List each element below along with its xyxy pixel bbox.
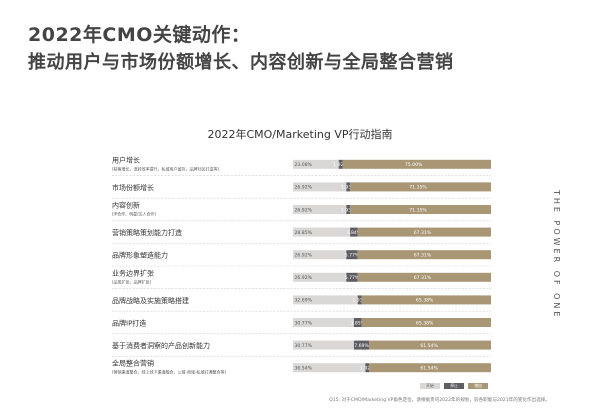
category-label: 品牌形象塑造能力 xyxy=(112,251,168,260)
bar-segment xyxy=(293,227,351,237)
bar-segment xyxy=(357,227,491,237)
category-sublabel: (获客增长，流转效率提升，私域用户留存，品牌社区打造等) xyxy=(112,165,220,171)
data-label: 71.15% xyxy=(409,185,427,191)
data-label: 67.31% xyxy=(414,230,432,236)
category-label: 市场份额增长 xyxy=(112,183,154,192)
data-label: 5.77% xyxy=(345,275,360,281)
bar-segment xyxy=(369,340,491,350)
data-label: 61.54% xyxy=(420,343,438,349)
data-label: 23.08% xyxy=(295,162,313,168)
category-label: 基于消费者洞察的产品创新能力 xyxy=(112,341,210,350)
data-label: 7.69% xyxy=(354,343,369,349)
footnote: Q15: 对于CMO/Marketing VP角色定位，请根据贵司2022年的规… xyxy=(329,398,550,403)
bar-segment xyxy=(338,159,343,169)
data-label: 1.92% xyxy=(333,162,348,168)
bar-segment xyxy=(346,272,358,282)
data-label: 65.38% xyxy=(416,298,434,304)
category-sublabel: (营销渠道整合，线上线下渠道融合，公域-商域-私域打通整合等) xyxy=(112,369,226,375)
side-brand-text: THE POWER OF ONE xyxy=(552,190,561,320)
chart-title: 2022年CMO/Marketing VP行动指南 xyxy=(207,128,393,141)
data-label: 71.15% xyxy=(409,207,427,213)
bar-segment xyxy=(365,363,370,373)
bar-segment xyxy=(353,340,370,350)
data-label: 26.92% xyxy=(295,275,313,281)
bar-segment xyxy=(293,250,347,260)
data-label: 30.77% xyxy=(295,320,313,326)
data-label: 36.54% xyxy=(295,366,313,372)
bar-segment xyxy=(293,340,354,350)
data-label: 1.93% xyxy=(341,207,356,213)
bar-segment xyxy=(346,182,351,192)
category-label: 营销策略策划能力打造 xyxy=(112,228,182,237)
chart-legend: 开始 停止 增加 xyxy=(420,383,488,389)
bar-segment xyxy=(350,205,491,214)
category-sublabel: (IP合作、明星/达人合作) xyxy=(112,211,156,217)
category-label: 业务边界扩张 xyxy=(112,268,154,277)
data-label: 65.38% xyxy=(416,320,434,326)
data-label: 75.00% xyxy=(405,162,423,168)
bar-segment xyxy=(293,205,347,214)
page-title-line1: 2022年CMO关键动作： xyxy=(28,24,251,46)
page-title-line2: 推动用户与市场份额增长、内容创新与全局整合营销 xyxy=(28,52,454,73)
data-label: 1.93% xyxy=(352,298,367,304)
category-label: 用户增长 xyxy=(112,155,140,164)
bar-segment xyxy=(346,250,358,260)
data-label: 67.31% xyxy=(414,253,432,259)
category-label: 品牌IP打造 xyxy=(112,319,146,328)
data-label: 32.69% xyxy=(295,298,313,304)
bar-segment xyxy=(293,272,347,282)
bar-segment xyxy=(293,295,358,305)
bar-segment xyxy=(357,295,362,305)
legend-stop: 停止 xyxy=(444,383,464,389)
data-label: 5.77% xyxy=(345,253,360,259)
category-label: 全局整合营销 xyxy=(112,359,154,368)
bar-segment xyxy=(350,227,358,237)
bar-segment xyxy=(361,295,491,305)
bar-segment xyxy=(342,159,491,169)
data-label: 1.93% xyxy=(341,185,356,191)
bar-segment xyxy=(350,182,491,192)
bar-segment xyxy=(293,363,366,373)
data-label: 3.84% xyxy=(347,230,362,236)
data-label: 67.31% xyxy=(414,275,432,281)
category-sublabel: (品类扩张，品牌扩张) xyxy=(112,278,152,284)
data-label: 26.92% xyxy=(295,185,313,191)
bar-segment xyxy=(346,205,351,214)
data-label: 26.92% xyxy=(295,207,313,213)
data-label: 30.77% xyxy=(295,343,313,349)
bar-segment xyxy=(369,363,491,373)
bar-segment xyxy=(293,318,354,327)
bar-segment xyxy=(293,182,347,192)
bar-segment xyxy=(361,318,491,327)
bar-segment xyxy=(357,272,491,282)
legend-increase: 增加 xyxy=(468,383,488,389)
data-label: 28.85% xyxy=(295,230,313,236)
bar-segment xyxy=(293,159,339,169)
bar-segment xyxy=(353,318,362,327)
data-label: 1.92% xyxy=(360,366,375,372)
legend-start: 开始 xyxy=(420,383,440,389)
category-label: 品牌战略及实施策略搭建 xyxy=(112,296,189,305)
data-label: 61.54% xyxy=(420,366,438,372)
data-label: 26.92% xyxy=(295,253,313,259)
data-label: 3.85% xyxy=(350,320,365,326)
category-label: 内容创新 xyxy=(112,201,140,210)
bar-segment xyxy=(357,250,491,260)
